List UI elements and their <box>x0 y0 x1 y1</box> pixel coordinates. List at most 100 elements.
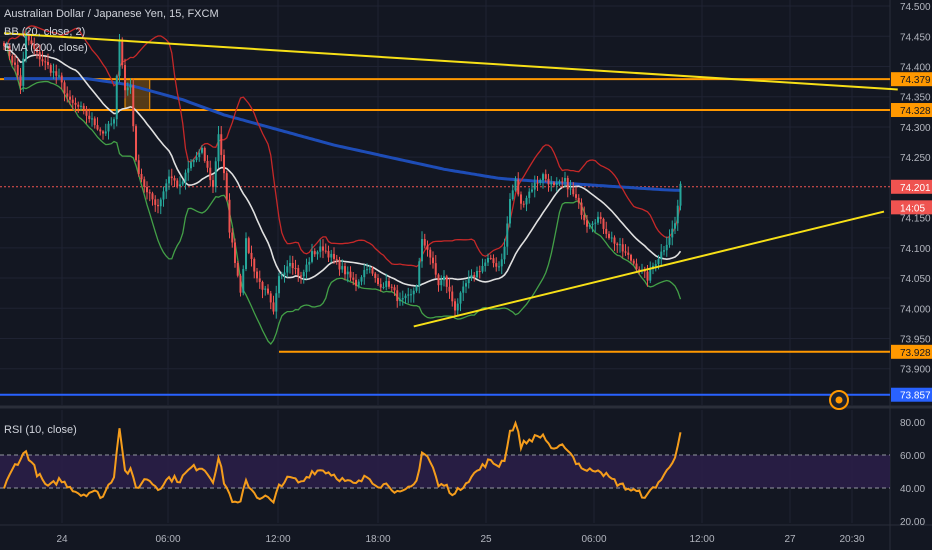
candle-body <box>66 93 69 97</box>
candle-body <box>228 199 231 233</box>
candle-body <box>195 157 198 161</box>
candle-body <box>371 268 374 274</box>
candle-body <box>432 257 434 264</box>
price-tick-label: 74.350 <box>900 93 931 104</box>
candle-body <box>220 134 223 155</box>
candle-body <box>330 253 333 258</box>
candle-body <box>60 75 63 83</box>
price-tick-label: 74.100 <box>900 244 931 255</box>
candle-body <box>14 62 16 65</box>
candle-body <box>608 233 610 238</box>
candle-body <box>418 261 421 286</box>
candle-body <box>181 181 184 185</box>
candle-body <box>514 179 517 191</box>
rsi-tick-label: 20.00 <box>900 517 925 528</box>
candle-body <box>69 96 71 100</box>
candle-body <box>22 58 25 86</box>
price-tick-label: 74.300 <box>900 123 931 134</box>
candle-body <box>588 224 591 227</box>
time-tick-label: 18:00 <box>365 534 390 545</box>
candle-body <box>52 71 55 73</box>
candle-body <box>531 189 533 192</box>
candle-body <box>396 290 399 302</box>
rsi-tick-label: 40.00 <box>900 484 925 495</box>
candle-body <box>30 40 33 44</box>
candle-body <box>115 75 118 120</box>
candle-body <box>214 161 217 187</box>
candle-body <box>583 214 586 221</box>
candle-body <box>355 279 357 286</box>
candle-body <box>99 129 102 132</box>
time-tick-label: 06:00 <box>581 534 606 545</box>
candle-body <box>481 265 484 272</box>
candle-body <box>657 259 660 265</box>
symbol-legend[interactable]: Australian Dollar / Japanese Yen, 15, FX… <box>4 8 219 20</box>
candle-body <box>511 190 514 200</box>
candle-body <box>316 251 319 255</box>
candle-body <box>33 43 36 49</box>
candle-body <box>146 187 148 193</box>
candle-body <box>324 250 327 252</box>
rsi-band-fill <box>0 455 890 488</box>
candle-body <box>36 48 38 53</box>
candle-body <box>267 288 269 294</box>
rsi-tick-label: 60.00 <box>900 451 925 462</box>
candle-body <box>135 126 137 161</box>
candle-body <box>533 182 536 190</box>
time-tick-label: 20:30 <box>839 534 864 545</box>
candle-body <box>360 277 363 282</box>
rsi-legend[interactable]: RSI (10, close) <box>4 424 77 436</box>
candle-body <box>209 167 212 181</box>
rsi-tick-label: 80.00 <box>900 418 925 429</box>
rsi-path <box>3 420 682 505</box>
candle-body <box>388 281 390 287</box>
price-tag-label: 73.857 <box>900 391 931 402</box>
candle-body <box>85 108 88 116</box>
candle-body <box>170 176 173 179</box>
candle-body <box>179 184 181 187</box>
candle-body <box>272 302 275 312</box>
price-tick-label: 74.500 <box>900 2 931 13</box>
candle-body <box>610 237 613 239</box>
ema-legend[interactable]: EMA (200, close) <box>4 42 88 54</box>
candle-body <box>423 239 426 246</box>
candle-body <box>448 286 451 292</box>
candle-body <box>124 65 126 91</box>
bb-legend[interactable]: BB (20, close, 2) <box>4 26 86 38</box>
price-tick-label: 74.250 <box>900 153 931 164</box>
candle-body <box>190 162 192 169</box>
candle-body <box>184 172 187 182</box>
time-tick-label: 24 <box>56 534 68 545</box>
candle-body <box>173 178 176 181</box>
candle-body <box>126 87 129 91</box>
price-tag-label: 74.201 <box>900 183 931 194</box>
trendlines[interactable] <box>3 32 898 328</box>
price-tick-label: 74.050 <box>900 274 931 285</box>
candle-body <box>225 173 228 200</box>
candle-body <box>404 295 407 299</box>
candle-body <box>390 286 393 288</box>
candle-body <box>366 269 368 271</box>
trendline-support[interactable] <box>413 210 885 328</box>
candle-body <box>256 271 258 279</box>
candle-body <box>586 220 588 227</box>
candle-body <box>555 182 558 186</box>
candle-body <box>509 199 511 224</box>
candle-body <box>544 174 547 179</box>
candle-body <box>646 271 649 281</box>
candle-body <box>176 180 179 187</box>
candle-body <box>613 237 616 244</box>
candle-body <box>630 254 632 261</box>
price-tick-label: 74.450 <box>900 32 931 43</box>
candle-body <box>93 118 96 126</box>
candle-body <box>569 188 572 190</box>
candle-body <box>143 179 146 188</box>
candle-body <box>302 272 305 277</box>
candle-body <box>374 273 377 279</box>
trendline-resistance[interactable] <box>3 32 898 91</box>
candles <box>3 29 682 319</box>
price-tag-label: 14:05 <box>900 203 925 214</box>
candle-body <box>269 293 272 303</box>
candle-body <box>379 284 382 288</box>
